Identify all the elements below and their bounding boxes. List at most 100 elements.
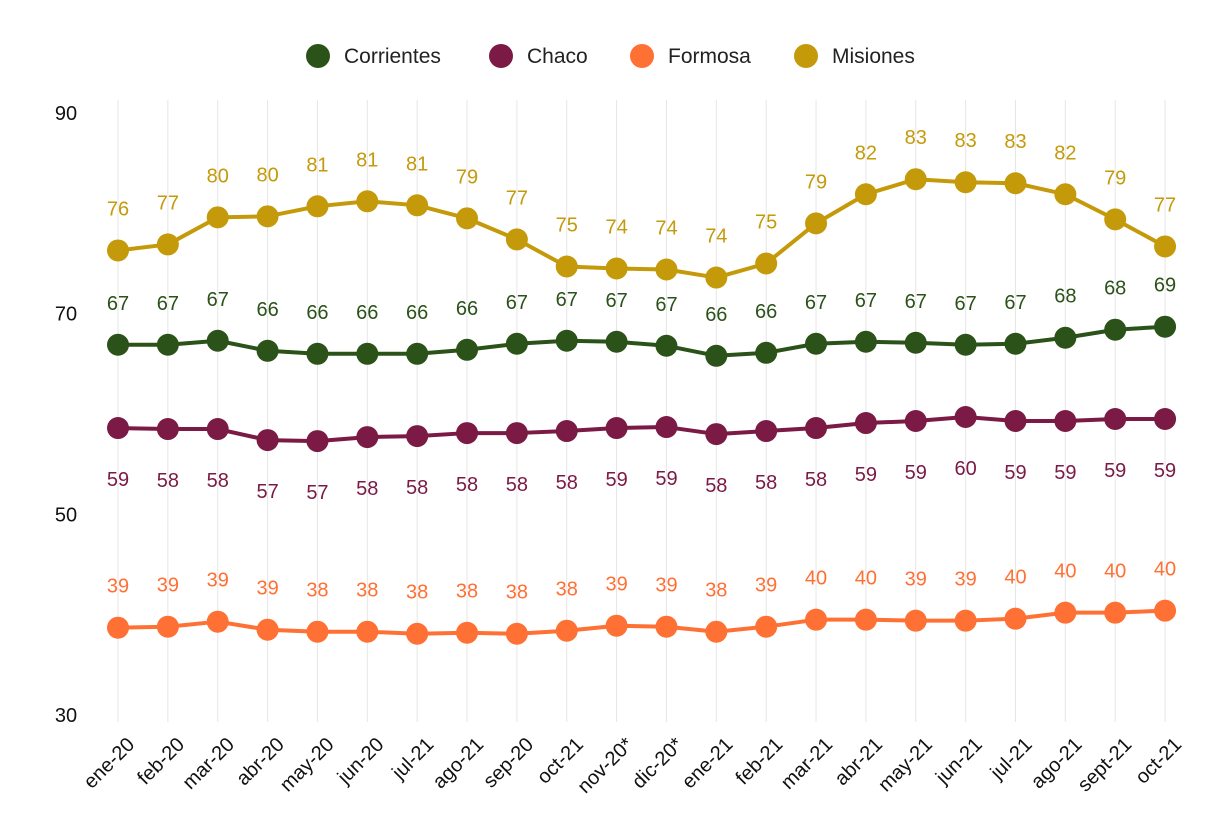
data-label-formosa: 40 xyxy=(1054,561,1076,583)
legend-label-misiones: Misiones xyxy=(832,45,915,68)
data-point-chaco xyxy=(256,429,279,452)
data-label-chaco: 58 xyxy=(456,474,478,496)
data-point-corrientes xyxy=(107,333,129,356)
data-label-corrientes: 67 xyxy=(1004,292,1026,314)
data-point-formosa xyxy=(256,618,279,641)
data-label-chaco: 58 xyxy=(755,472,777,494)
data-label-formosa: 39 xyxy=(905,569,927,591)
data-label-chaco: 60 xyxy=(954,458,976,480)
data-label-corrientes: 66 xyxy=(356,302,378,324)
data-label-formosa: 39 xyxy=(256,578,278,600)
y-tick-label: 90 xyxy=(55,103,77,125)
data-label-misiones: 83 xyxy=(954,130,976,152)
data-label-formosa: 39 xyxy=(157,575,179,597)
data-point-formosa xyxy=(854,608,877,631)
data-point-corrientes xyxy=(755,341,778,364)
data-label-misiones: 81 xyxy=(306,154,328,176)
data-label-misiones: 76 xyxy=(107,198,129,220)
data-point-chaco xyxy=(805,417,828,440)
data-label-corrientes: 66 xyxy=(406,302,428,324)
data-point-chaco xyxy=(904,410,927,433)
data-label-misiones: 75 xyxy=(755,212,777,234)
data-point-corrientes xyxy=(705,344,728,367)
data-point-misiones xyxy=(1054,183,1077,206)
data-point-chaco xyxy=(1054,410,1077,433)
data-label-formosa: 40 xyxy=(1104,561,1126,583)
data-point-corrientes xyxy=(605,330,628,353)
data-point-chaco xyxy=(555,420,578,443)
x-tick-label: mar-20 xyxy=(179,734,239,794)
data-label-chaco: 58 xyxy=(406,477,428,499)
data-label-chaco: 58 xyxy=(805,469,827,491)
data-label-chaco: 59 xyxy=(855,464,877,486)
legend: Corrientes Chaco Formosa Misiones xyxy=(306,44,915,68)
data-point-formosa xyxy=(1154,599,1177,622)
data-point-misiones xyxy=(655,258,678,281)
data-label-misiones: 74 xyxy=(605,217,627,239)
data-point-corrientes xyxy=(954,333,977,356)
data-label-corrientes: 67 xyxy=(207,289,229,311)
data-point-misiones xyxy=(505,228,528,251)
data-point-misiones xyxy=(755,252,778,275)
data-label-formosa: 40 xyxy=(805,568,827,590)
data-label-misiones: 79 xyxy=(456,166,478,188)
data-label-misiones: 74 xyxy=(705,226,727,248)
data-point-corrientes xyxy=(356,342,379,365)
x-tick-label: ene-21 xyxy=(678,734,738,794)
data-point-corrientes xyxy=(256,339,279,362)
data-point-misiones xyxy=(1104,208,1127,231)
data-label-layer: 67 67 67 66 66 66 66 66 67 67 67 67 66 66 67 67 67 67 67 68… xyxy=(107,127,1176,604)
data-label-corrientes: 66 xyxy=(256,299,278,321)
data-label-corrientes: 66 xyxy=(705,304,727,326)
series-line-chaco xyxy=(116,415,1168,444)
data-point-misiones xyxy=(954,171,977,194)
data-label-chaco: 59 xyxy=(1054,462,1076,484)
data-point-corrientes xyxy=(406,342,429,365)
data-point-formosa xyxy=(904,609,927,632)
data-point-formosa xyxy=(1004,607,1027,630)
data-point-misiones xyxy=(306,195,329,218)
x-tick-label: mar-21 xyxy=(777,734,837,794)
data-label-corrientes: 68 xyxy=(1054,286,1076,308)
data-point-corrientes xyxy=(655,334,678,357)
data-point-chaco xyxy=(854,412,877,435)
data-label-chaco: 58 xyxy=(157,470,179,492)
data-point-chaco xyxy=(655,416,678,439)
data-label-corrientes: 67 xyxy=(805,292,827,314)
data-point-misiones xyxy=(705,266,728,289)
x-tick-label: dic-20* xyxy=(628,733,688,793)
data-point-corrientes xyxy=(1004,332,1027,355)
data-point-misiones xyxy=(605,257,628,280)
y-tick-label: 50 xyxy=(55,504,77,526)
data-label-chaco: 58 xyxy=(556,472,578,494)
data-label-chaco: 59 xyxy=(605,469,627,491)
data-point-formosa xyxy=(954,609,977,632)
data-point-corrientes xyxy=(1104,318,1127,341)
data-label-misiones: 83 xyxy=(905,127,927,149)
data-point-corrientes xyxy=(505,332,528,355)
x-tick-label: sept-21 xyxy=(1074,734,1137,797)
data-point-formosa xyxy=(655,615,678,638)
data-point-misiones xyxy=(805,212,828,235)
data-label-corrientes: 66 xyxy=(456,298,478,320)
data-point-formosa xyxy=(1054,601,1077,624)
data-point-misiones xyxy=(854,183,877,206)
x-tick-label: ene-20 xyxy=(80,734,140,794)
data-label-formosa: 39 xyxy=(207,570,229,592)
data-label-formosa: 38 xyxy=(306,580,328,602)
data-point-corrientes xyxy=(1054,326,1077,349)
data-point-formosa xyxy=(156,615,179,638)
data-label-formosa: 40 xyxy=(855,568,877,590)
data-point-formosa xyxy=(605,614,628,637)
data-point-chaco xyxy=(306,430,329,453)
y-tick-label: 30 xyxy=(55,705,77,727)
data-point-formosa xyxy=(456,621,479,644)
data-label-corrientes: 67 xyxy=(954,293,976,315)
data-label-corrientes: 66 xyxy=(755,301,777,323)
data-label-corrientes: 68 xyxy=(1104,278,1126,300)
data-label-chaco: 57 xyxy=(256,481,278,503)
data-point-corrientes xyxy=(456,338,479,361)
data-point-misiones xyxy=(555,255,578,278)
